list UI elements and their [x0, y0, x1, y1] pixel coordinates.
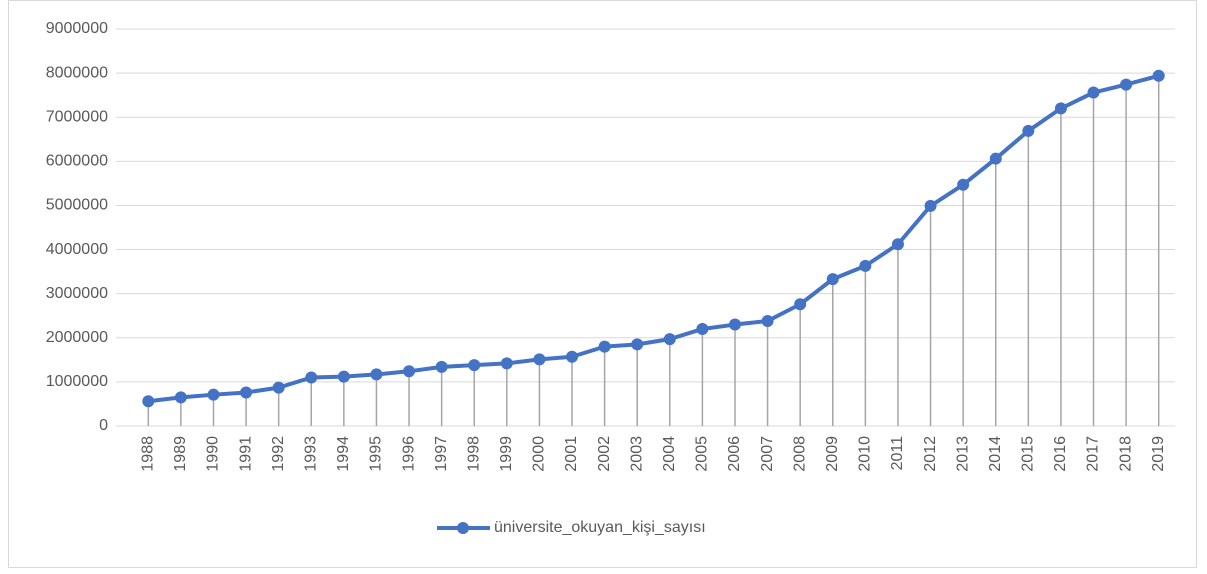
point [631, 338, 644, 351]
x-tick-label: 1997 [433, 436, 450, 472]
y-tick-label: 1000000 [46, 373, 108, 390]
x-tick-label: 2003 [628, 436, 645, 472]
x-tick-label: 1998 [465, 436, 482, 472]
x-tick-label: 1992 [270, 436, 287, 472]
y-tick-label: 4000000 [46, 241, 108, 258]
x-tick-label: 1994 [335, 436, 352, 472]
y-tick-label: 5000000 [46, 197, 108, 214]
x-tick-label: 2011 [889, 436, 906, 471]
point [240, 386, 253, 399]
point [1054, 102, 1067, 115]
point [337, 370, 350, 383]
x-tick-label: 1993 [302, 436, 319, 472]
legend-label: üniversite_okuyan_kişi_sayısı [494, 519, 706, 536]
y-tick-label: 6000000 [46, 153, 108, 170]
x-tick-label: 2010 [857, 436, 874, 472]
point [1120, 78, 1133, 91]
legend-marker [457, 522, 469, 534]
x-tick-label: 1999 [498, 436, 515, 472]
y-tick-label: 2000000 [46, 329, 108, 346]
point [468, 359, 481, 372]
x-tick-label: 2019 [1150, 436, 1167, 472]
y-tick-label: 8000000 [46, 64, 108, 81]
x-tick-label: 2016 [1052, 436, 1069, 472]
point [435, 360, 448, 373]
x-tick-label: 1989 [172, 436, 189, 472]
x-tick-label: 2006 [726, 436, 743, 472]
point [989, 152, 1002, 165]
x-tick-label: 1988 [140, 436, 157, 472]
point [142, 395, 155, 408]
x-tick-label: 2009 [824, 436, 841, 472]
point [174, 391, 187, 404]
x-tick-label: 2005 [694, 436, 711, 472]
x-tick-label: 2013 [954, 436, 971, 472]
y-tick-label: 0 [99, 417, 108, 434]
point [566, 350, 579, 363]
point [207, 388, 220, 401]
point [794, 298, 807, 311]
point [891, 238, 904, 251]
point [533, 353, 546, 366]
point [761, 315, 774, 328]
point [663, 333, 676, 346]
point [500, 357, 513, 370]
point [826, 273, 839, 286]
point [1152, 69, 1165, 82]
x-tick-label: 1991 [237, 436, 254, 472]
x-tick-label: 2007 [759, 436, 776, 472]
point [272, 381, 285, 394]
point [957, 178, 970, 191]
y-tick-label: 3000000 [46, 285, 108, 302]
x-tick-label: 2002 [596, 436, 613, 472]
point [1087, 86, 1100, 99]
x-tick-label: 1995 [368, 436, 385, 472]
x-tick-label: 2018 [1117, 436, 1134, 472]
y-tick-label: 7000000 [46, 108, 108, 125]
x-tick-label: 2014 [987, 436, 1004, 472]
point [370, 368, 383, 381]
x-tick-label: 2004 [661, 436, 678, 472]
x-tick-label: 2000 [531, 436, 548, 472]
point [305, 371, 318, 384]
point [728, 318, 741, 331]
point [1022, 124, 1035, 137]
chart-border [8, 0, 1197, 568]
point [598, 340, 611, 353]
point [924, 199, 937, 212]
x-tick-label: 2017 [1085, 436, 1102, 472]
x-tick-label: 2001 [563, 436, 580, 472]
x-tick-label: 2012 [922, 436, 939, 472]
x-tick-label: 2015 [1020, 436, 1037, 472]
y-tick-label: 9000000 [46, 20, 108, 37]
x-tick-label: 2008 [791, 436, 808, 472]
point [696, 322, 709, 335]
x-tick-label: 1990 [205, 436, 222, 472]
point [403, 365, 416, 378]
point [859, 259, 872, 272]
x-tick-label: 1996 [400, 436, 417, 472]
